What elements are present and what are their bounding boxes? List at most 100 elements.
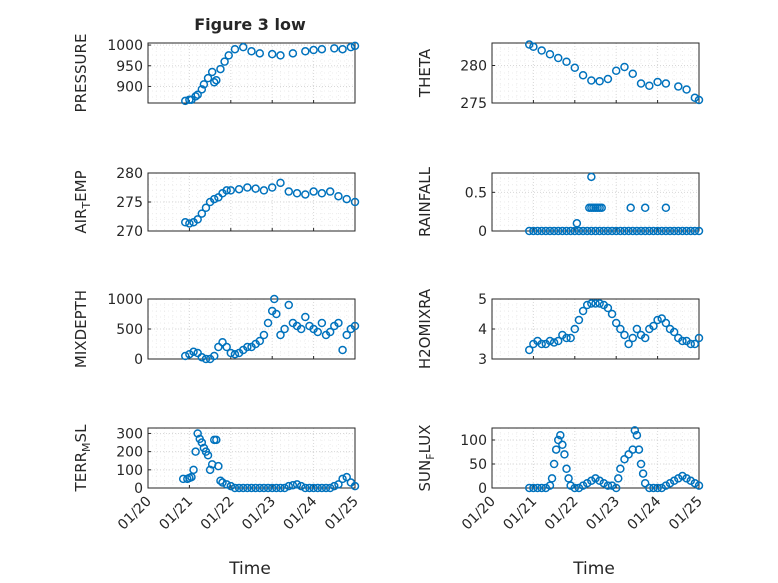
data-point bbox=[222, 480, 231, 489]
y-axis-label: TERRMSL bbox=[72, 424, 93, 493]
data-point bbox=[201, 203, 211, 213]
y-tick-label: 900 bbox=[116, 79, 143, 95]
data-point bbox=[562, 333, 571, 343]
plot-area bbox=[492, 173, 699, 231]
data-point bbox=[694, 95, 704, 105]
y-tick-label: 500 bbox=[116, 322, 143, 338]
data-point bbox=[212, 75, 221, 85]
data-point bbox=[640, 333, 650, 343]
data-point bbox=[638, 469, 648, 478]
data-point bbox=[537, 46, 546, 55]
data-point bbox=[259, 186, 269, 195]
x-tick-label: 01/22 bbox=[542, 494, 582, 534]
x-tick-label: 01/24 bbox=[281, 493, 321, 533]
data-point bbox=[243, 483, 252, 493]
data-point bbox=[301, 47, 310, 56]
data-point bbox=[551, 445, 561, 454]
data-point bbox=[690, 339, 700, 349]
y-tick-label: 300 bbox=[116, 426, 143, 442]
data-point bbox=[611, 318, 621, 328]
y-tick-label: 950 bbox=[116, 59, 143, 75]
data-point bbox=[657, 483, 666, 493]
axes-box bbox=[491, 42, 700, 104]
x-tick-label: 01/25 bbox=[322, 494, 362, 534]
data-point bbox=[582, 300, 592, 310]
y-tick-label: 100 bbox=[460, 433, 487, 449]
data-point bbox=[301, 312, 310, 322]
y-tick-label: 275 bbox=[460, 96, 487, 112]
data-point bbox=[230, 483, 240, 493]
data-point bbox=[292, 189, 302, 198]
data-point bbox=[694, 226, 704, 236]
data-point bbox=[566, 333, 575, 343]
data-point bbox=[587, 476, 596, 486]
data-point bbox=[350, 321, 360, 331]
data-point bbox=[525, 226, 534, 236]
data-point bbox=[350, 41, 360, 51]
data-point bbox=[547, 474, 557, 483]
data-point bbox=[620, 454, 629, 464]
y-axis-label: THETA bbox=[416, 48, 434, 98]
data-point bbox=[276, 483, 285, 493]
data-point bbox=[669, 476, 679, 486]
data-point bbox=[603, 226, 613, 236]
data-point bbox=[574, 483, 584, 493]
data-point bbox=[193, 90, 202, 99]
data-point bbox=[616, 226, 625, 236]
data-point bbox=[549, 338, 559, 347]
plot-area bbox=[148, 173, 355, 231]
data-point bbox=[284, 187, 294, 196]
y-tick-label: 1000 bbox=[107, 38, 143, 54]
axes-box bbox=[147, 172, 356, 232]
data-point bbox=[199, 80, 209, 89]
data-point bbox=[553, 53, 563, 63]
data-point bbox=[570, 226, 580, 236]
data-point bbox=[690, 478, 700, 488]
data-point bbox=[218, 337, 227, 347]
data-point bbox=[553, 226, 563, 236]
subplot-5: 0 500 1000 MIXDEPTH bbox=[72, 290, 360, 368]
data-point bbox=[205, 465, 215, 475]
data-point bbox=[628, 333, 638, 343]
data-point bbox=[582, 478, 592, 488]
data-point bbox=[259, 330, 269, 340]
data-point bbox=[611, 66, 621, 75]
data-point bbox=[566, 481, 575, 490]
data-point bbox=[549, 459, 559, 469]
data-point bbox=[207, 67, 217, 77]
data-point bbox=[636, 79, 646, 88]
data-point bbox=[197, 352, 207, 362]
data-point bbox=[209, 351, 219, 361]
data-point bbox=[553, 336, 563, 346]
data-point bbox=[607, 481, 617, 490]
data-point bbox=[191, 92, 200, 101]
data-point bbox=[616, 464, 625, 474]
data-point bbox=[665, 478, 675, 488]
data-point bbox=[541, 483, 551, 493]
data-point bbox=[607, 226, 617, 236]
data-point bbox=[222, 186, 231, 195]
y-axis-label: PRESSURE bbox=[72, 34, 90, 113]
data-point bbox=[342, 194, 351, 204]
x-axis-label-left: Time bbox=[228, 559, 271, 579]
data-point bbox=[247, 47, 256, 56]
data-point bbox=[255, 336, 265, 346]
x-axis-label-right: Time bbox=[572, 559, 615, 579]
data-point bbox=[562, 57, 571, 66]
data-point bbox=[582, 226, 592, 236]
data-point bbox=[220, 57, 229, 66]
data-point bbox=[222, 342, 231, 352]
y-tick-label: 1000 bbox=[107, 292, 143, 308]
data-point bbox=[276, 178, 285, 188]
data-point bbox=[595, 77, 604, 86]
subplot-7: 0 100 200 300 01/20 01/21 01/22 01/23 01/24 01/25… bbox=[72, 424, 362, 533]
data-point bbox=[537, 339, 546, 349]
data-point bbox=[574, 315, 584, 325]
data-point bbox=[640, 226, 650, 236]
data-point bbox=[309, 187, 318, 196]
data-point bbox=[313, 327, 322, 337]
data-point bbox=[267, 49, 277, 59]
data-point bbox=[259, 483, 269, 493]
data-point bbox=[301, 190, 310, 199]
